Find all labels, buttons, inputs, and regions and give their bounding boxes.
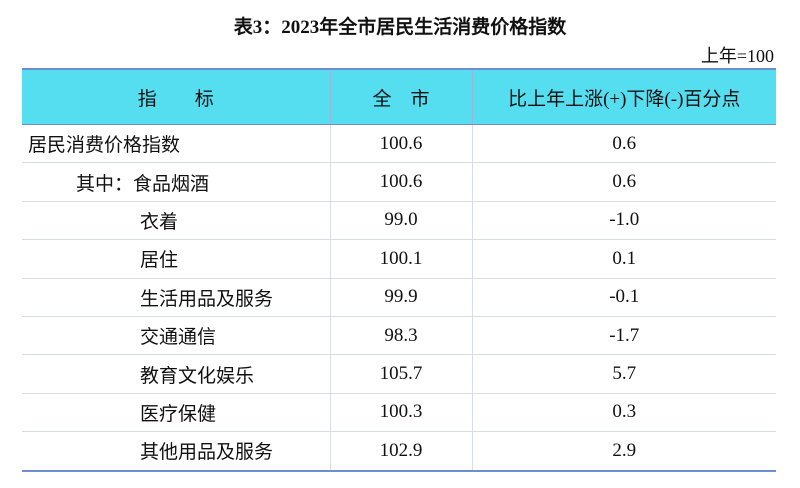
table-row: 教育文化娱乐 105.7 5.7 bbox=[22, 354, 776, 394]
value-cell: 0.3 bbox=[471, 393, 776, 433]
table-row: 医疗保健 100.3 0.3 bbox=[22, 393, 776, 433]
indicator-cell: 其中：食品烟酒 bbox=[22, 162, 330, 202]
indicator-cell: 居民消费价格指数 bbox=[22, 124, 330, 164]
value-cell: 102.9 bbox=[329, 431, 472, 472]
header-cell: 指 标 bbox=[22, 68, 330, 125]
table-body: 居民消费价格指数 100.6 0.6 其中：食品烟酒 100.6 0.6 衣着 99.0 -1.… bbox=[22, 124, 776, 472]
header-cell: 全 市 bbox=[329, 68, 472, 125]
table-row: 其他用品及服务 102.9 2.9 bbox=[22, 431, 776, 472]
table: 指 标全 市比上年上涨(+)下降(-)百分点 居民消费价格指数 100.6 0.6 其… bbox=[22, 68, 776, 472]
table-row: 交通通信 98.3 -1.7 bbox=[22, 316, 776, 356]
value-cell: 5.7 bbox=[471, 354, 776, 394]
value-cell: 99.0 bbox=[329, 201, 472, 241]
value-cell: 0.6 bbox=[471, 162, 776, 202]
table-row: 居住 100.1 0.1 bbox=[22, 239, 776, 279]
table-row: 其中：食品烟酒 100.6 0.6 bbox=[22, 162, 776, 202]
value-cell: 100.6 bbox=[329, 124, 472, 164]
indicator-cell: 居住 bbox=[22, 239, 330, 279]
indicator-cell: 生活用品及服务 bbox=[22, 278, 330, 317]
header-row: 指 标全 市比上年上涨(+)下降(-)百分点 bbox=[22, 68, 776, 125]
indicator-cell: 医疗保健 bbox=[22, 393, 330, 433]
value-cell: 100.1 bbox=[329, 239, 472, 279]
value-cell: 0.1 bbox=[471, 239, 776, 279]
value-cell: 100.3 bbox=[329, 393, 472, 433]
indicator-cell: 教育文化娱乐 bbox=[22, 354, 330, 394]
table-row: 生活用品及服务 99.9 -0.1 bbox=[22, 278, 776, 317]
table-row: 居民消费价格指数 100.6 0.6 bbox=[22, 124, 776, 164]
header-cell: 比上年上涨(+)下降(-)百分点 bbox=[471, 68, 776, 125]
value-cell: 99.9 bbox=[329, 278, 472, 317]
value-cell: 98.3 bbox=[329, 316, 472, 356]
value-cell: 100.6 bbox=[329, 162, 472, 202]
value-cell: 2.9 bbox=[471, 431, 776, 472]
unit-note: 上年=100 bbox=[700, 46, 774, 66]
value-cell: -1.7 bbox=[471, 316, 776, 356]
value-cell: 0.6 bbox=[471, 124, 776, 164]
indicator-cell: 交通通信 bbox=[22, 316, 330, 356]
table-row: 衣着 99.0 -1.0 bbox=[22, 201, 776, 241]
value-cell: -1.0 bbox=[471, 201, 776, 241]
indicator-cell: 其他用品及服务 bbox=[22, 431, 330, 472]
value-cell: 105.7 bbox=[329, 354, 472, 394]
indicator-cell: 衣着 bbox=[22, 201, 330, 241]
value-cell: -0.1 bbox=[471, 278, 776, 317]
title: 表3：2023年全市居民生活消费价格指数 bbox=[233, 17, 567, 38]
